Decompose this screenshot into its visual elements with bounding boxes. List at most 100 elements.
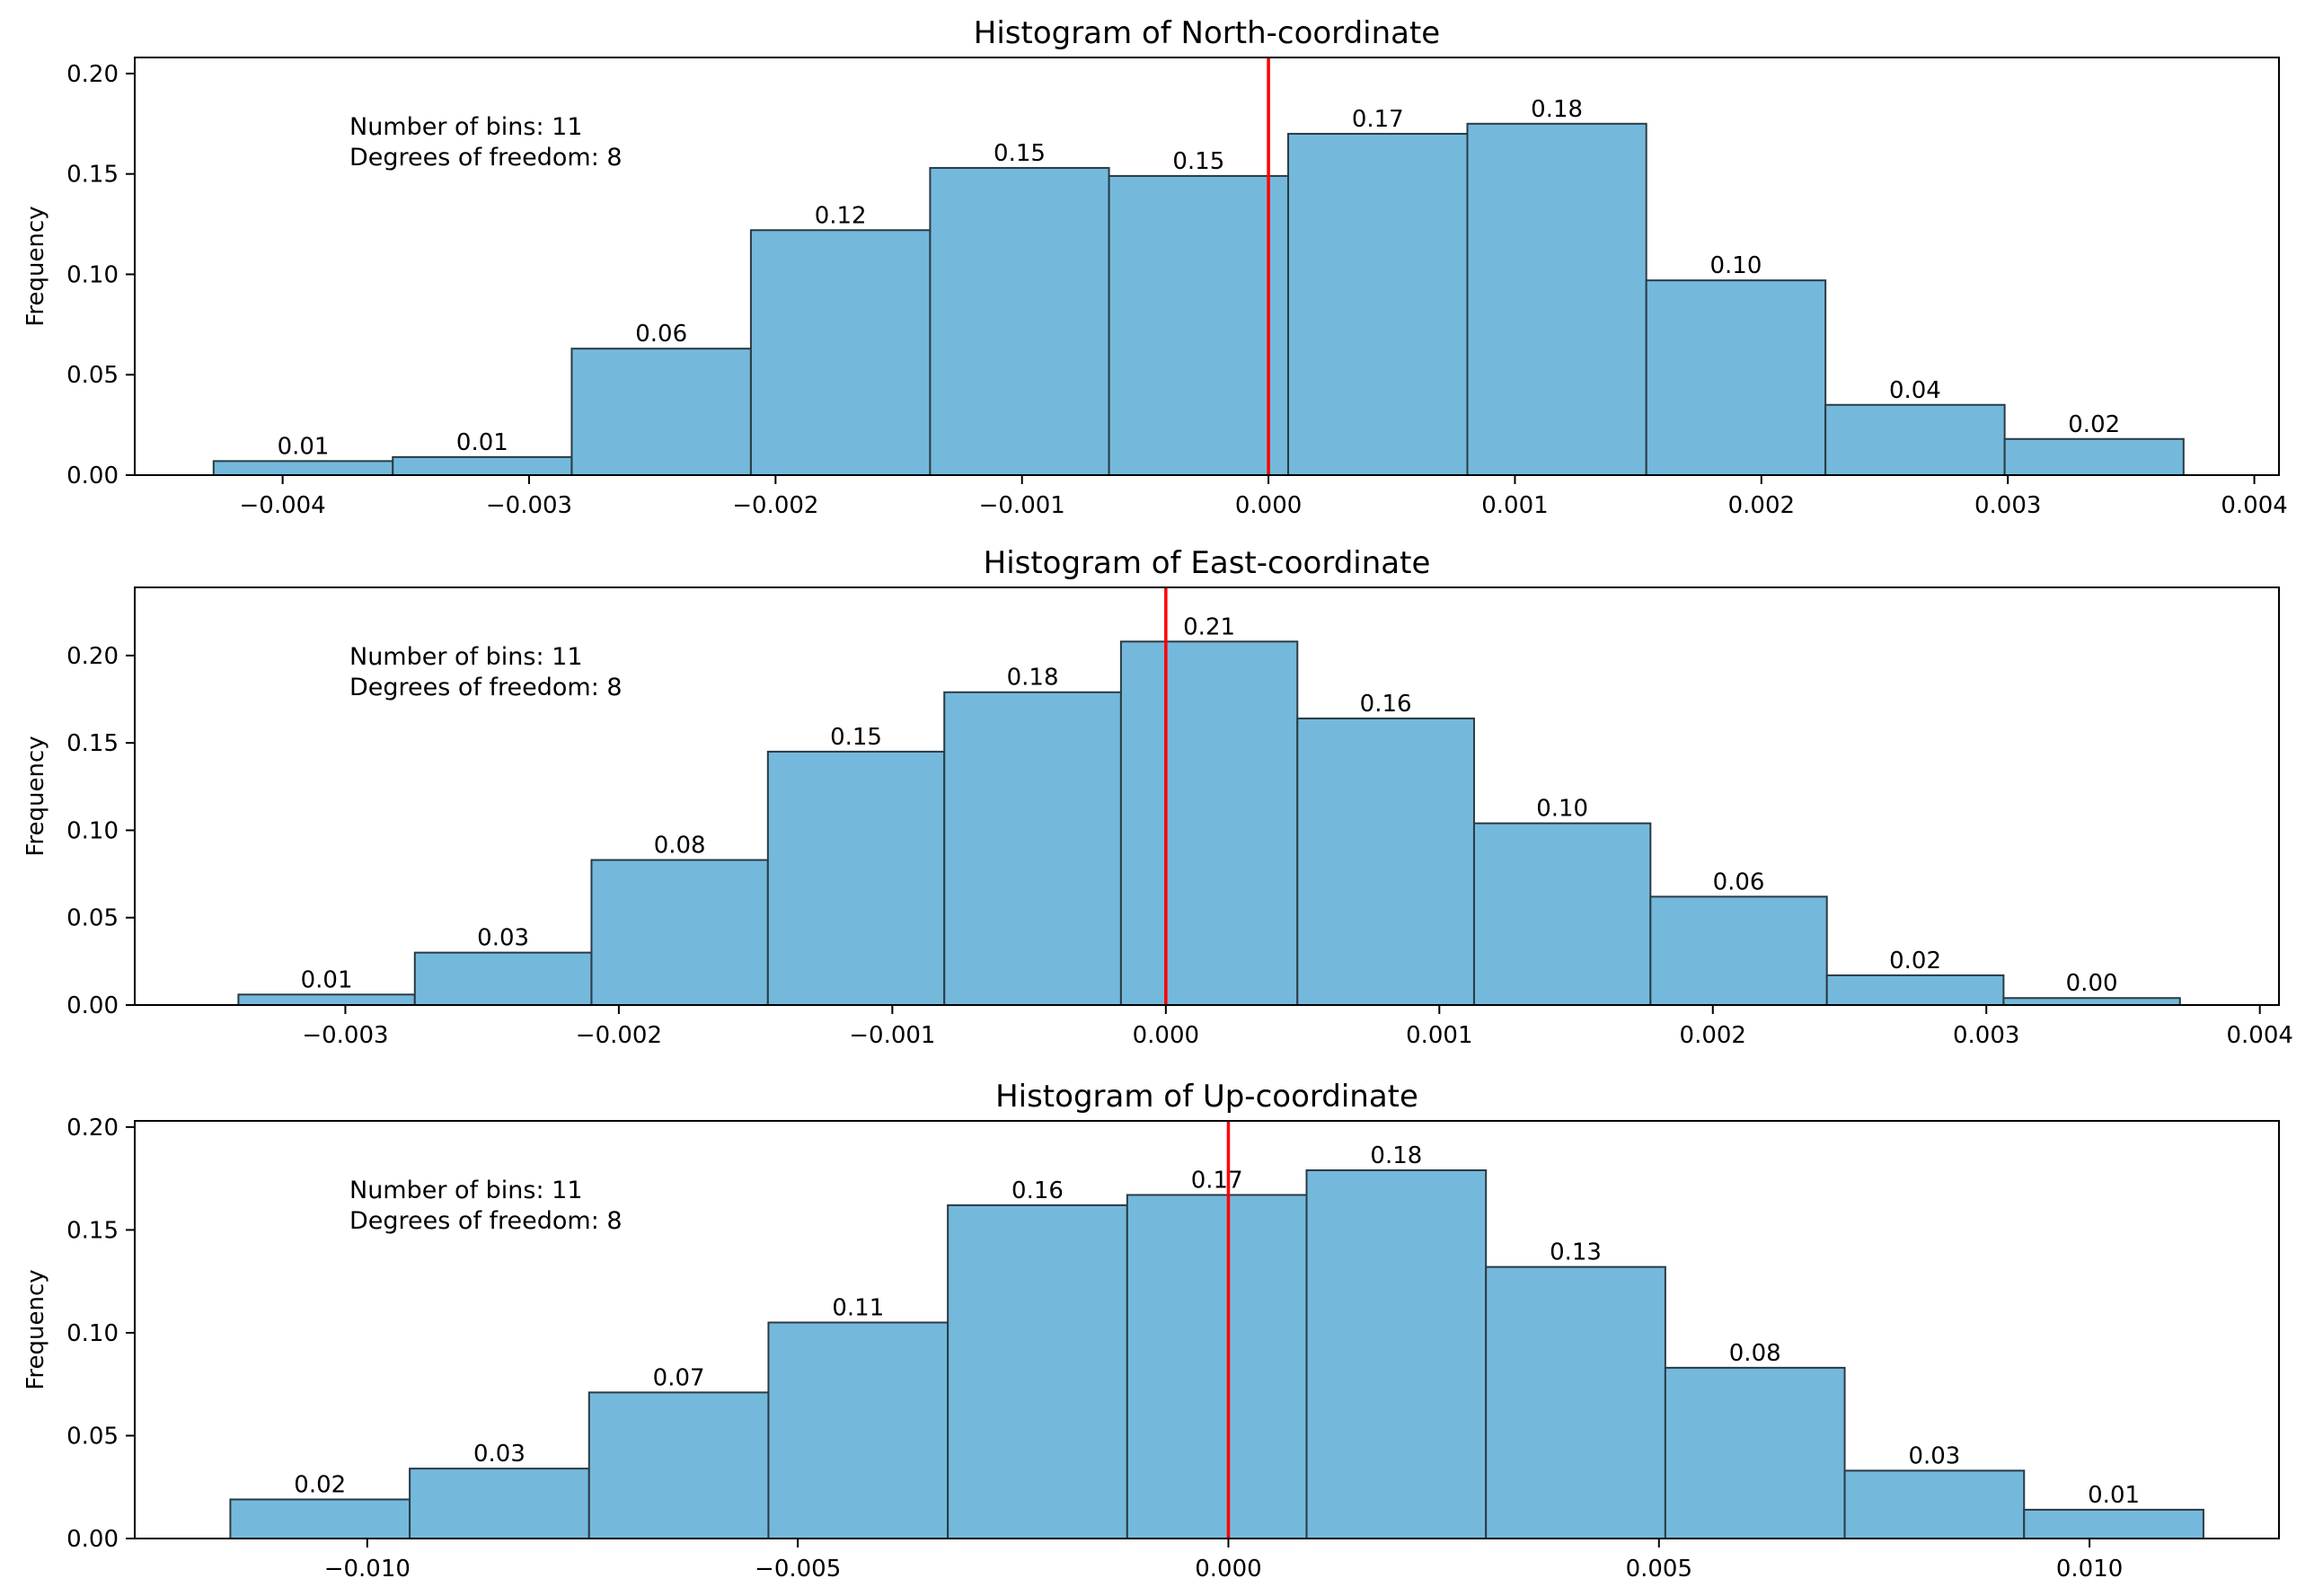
histogram-bar (1824, 403, 2006, 477)
y-tick-label: 0.10 (66, 817, 119, 844)
y-axis-label: Frequency (22, 1269, 49, 1389)
histogram-bar (1287, 132, 1469, 476)
bar-value-label: 0.02 (294, 1471, 346, 1498)
bar-value-label: 0.01 (2088, 1482, 2140, 1509)
plot-frame (134, 586, 2280, 1006)
y-tick-label: 0.00 (66, 992, 119, 1019)
histogram-bar (1296, 717, 1475, 1007)
annotation-text: Number of bins: 11 (349, 1177, 583, 1204)
y-axis-label: Frequency (22, 736, 49, 856)
y-tick-label: 0.20 (66, 61, 119, 88)
annotation-text: Number of bins: 11 (349, 113, 583, 141)
histogram-bar (237, 993, 416, 1007)
bar-value-label: 0.08 (654, 833, 706, 860)
x-tick-label: −0.002 (732, 492, 818, 519)
y-tick-label: 0.15 (66, 730, 119, 757)
bar-value-label: 0.16 (1360, 691, 1412, 718)
chart-panel-1: Histogram of North-coordinate 0.01 0.01 0.0… (22, 15, 2288, 519)
histogram-bar (1843, 1469, 2026, 1539)
plot-frame (134, 1120, 2280, 1539)
x-tick-label: 0.002 (1680, 1022, 1746, 1049)
bar-value-label: 0.15 (830, 724, 882, 751)
bar-value-label: 0.10 (1536, 796, 1588, 823)
bar-value-label: 0.06 (635, 321, 687, 348)
histogram-bar (766, 750, 946, 1006)
annotation-text: Degrees of freedom: 8 (349, 144, 623, 172)
histogram-bar (1825, 974, 2005, 1006)
bar-value-label: 0.01 (301, 966, 353, 993)
x-tick-label: 0.000 (1195, 1556, 1261, 1583)
bar-value-label: 0.03 (1908, 1442, 1960, 1469)
bar-value-label: 0.02 (2068, 411, 2120, 438)
y-tick-label: 0.10 (66, 1320, 119, 1347)
bar-value-label: 0.11 (832, 1294, 884, 1321)
bar-value-label: 0.03 (473, 1441, 526, 1468)
histogram-bar (1645, 279, 1827, 477)
bar-value-label: 0.08 (1729, 1340, 1781, 1367)
x-tick-label: 0.001 (1481, 492, 1548, 519)
histogram-bar (943, 691, 1122, 1006)
x-tick-label: −0.005 (755, 1556, 841, 1583)
bar-value-label: 0.01 (456, 429, 508, 456)
chart-title: Histogram of Up-coordinate (995, 1079, 1418, 1115)
histogram-bar (1119, 640, 1299, 1006)
x-tick-label: 0.000 (1235, 492, 1302, 519)
x-tick-label: 0.010 (2056, 1556, 2123, 1583)
y-tick-label: 0.00 (66, 463, 119, 489)
histogram-bar (1466, 122, 1647, 476)
y-axis-label: Frequency (22, 206, 49, 326)
histogram-bar (749, 229, 932, 476)
bar-value-label: 0.02 (1889, 948, 1941, 974)
histogram-bar (1126, 1194, 1308, 1539)
bar-value-label: 0.17 (1191, 1167, 1243, 1194)
histogram-bar (212, 460, 394, 476)
histogram-bar (409, 1468, 590, 1540)
histogram-bar (2003, 437, 2185, 476)
y-tick-label: 0.15 (66, 1217, 119, 1244)
histogram-bar (767, 1321, 949, 1540)
histogram-bar (587, 1391, 770, 1539)
bar-value-label: 0.04 (1889, 377, 1941, 404)
x-tick-label: 0.000 (1133, 1022, 1199, 1049)
x-tick-label: −0.004 (240, 492, 326, 519)
x-tick-label: −0.002 (576, 1022, 662, 1049)
histogram-bar (2023, 1508, 2204, 1539)
plot-frame (134, 57, 2280, 476)
chart-title: Histogram of East-coordinate (984, 545, 1431, 581)
x-tick-label: 0.003 (1974, 492, 2041, 519)
chart-panel-2: Histogram of East-coordinate 0.01 0.03 0.08… (22, 545, 2293, 1049)
bar-value-label: 0.10 (1709, 252, 1762, 279)
histogram-bar (1664, 1366, 1846, 1539)
bar-value-label: 0.15 (1172, 148, 1224, 175)
y-tick-label: 0.05 (66, 1423, 119, 1450)
y-tick-label: 0.05 (66, 905, 119, 932)
histogram-bar (590, 859, 769, 1006)
bar-value-label: 0.17 (1352, 106, 1404, 133)
chart-title: Histogram of North-coordinate (974, 15, 1440, 51)
chart-panel-3: Histogram of Up-coordinate 0.02 0.03 0.07 0.… (22, 1079, 2280, 1583)
y-tick-label: 0.20 (66, 643, 119, 670)
bar-value-label: 0.12 (815, 202, 867, 229)
x-tick-label: 0.005 (1626, 1556, 1692, 1583)
annotation-text: Degrees of freedom: 8 (349, 674, 623, 701)
histogram-bar (1108, 174, 1290, 476)
histogram-bar (570, 348, 752, 476)
y-tick-label: 0.20 (66, 1115, 119, 1142)
x-tick-label: −0.003 (486, 492, 572, 519)
x-tick-label: −0.001 (979, 492, 1065, 519)
histogram-bar (413, 951, 593, 1007)
bar-value-label: 0.03 (477, 925, 529, 952)
y-tick-label: 0.05 (66, 362, 119, 389)
histogram-bar (1472, 822, 1652, 1007)
histogram-bar (392, 455, 573, 477)
bar-value-label: 0.13 (1550, 1239, 1602, 1266)
y-tick-label: 0.15 (66, 162, 119, 189)
x-tick-label: −0.001 (849, 1022, 935, 1049)
bar-value-label: 0.21 (1183, 613, 1235, 640)
histogram-bar (2002, 997, 2181, 1006)
bar-value-label: 0.16 (1011, 1177, 1064, 1204)
histogram-bar (1305, 1168, 1488, 1539)
bar-value-label: 0.01 (278, 433, 330, 460)
x-tick-label: 0.002 (1728, 492, 1795, 519)
